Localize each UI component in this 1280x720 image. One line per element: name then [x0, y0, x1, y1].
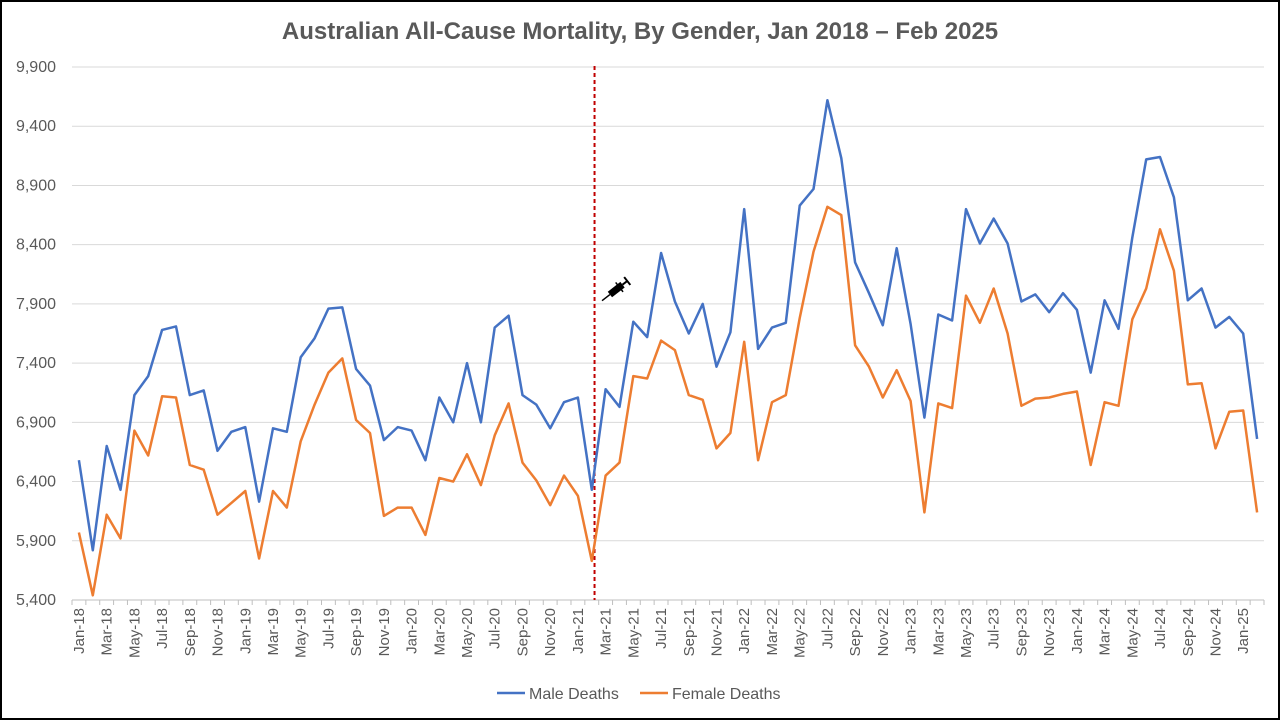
x-tick-label: Sep-21 — [681, 608, 698, 656]
gridlines — [72, 66, 1264, 542]
x-tick-label: May-18 — [126, 608, 143, 658]
x-tick-label: Mar-24 — [1097, 608, 1114, 656]
x-tick-label: Jan-25 — [1235, 608, 1252, 654]
x-tick-label: Jan-19 — [237, 608, 254, 654]
vaccine-rollout-marker — [593, 66, 632, 600]
female-deaths-line — [77, 205, 1259, 597]
x-tick-label: Mar-20 — [431, 608, 448, 656]
y-tick-label: 8,900 — [16, 177, 56, 194]
x-tick-label: May-20 — [459, 608, 476, 658]
x-tick-label: May-24 — [1124, 608, 1141, 658]
x-tick-label: Sep-19 — [348, 608, 365, 656]
x-tick-label: Nov-20 — [542, 608, 559, 656]
chart-title: Australian All-Cause Mortality, By Gende… — [282, 18, 998, 45]
x-tick-label: Jan-21 — [570, 608, 587, 654]
y-tick-label: 5,900 — [16, 533, 56, 550]
syringe-icon — [601, 276, 632, 302]
x-tick-label: Jul-24 — [1152, 608, 1169, 649]
male-deaths-line — [77, 98, 1259, 552]
x-tick-label: Mar-23 — [930, 608, 947, 656]
x-tick-label: Jul-23 — [986, 608, 1003, 649]
y-tick-label: 9,900 — [16, 59, 56, 76]
x-tick-label: Nov-18 — [210, 608, 227, 656]
x-tick-label: May-21 — [625, 608, 642, 658]
x-tick-label: Sep-22 — [847, 608, 864, 656]
x-tick-label: Jul-21 — [653, 608, 670, 649]
y-tick-label: 8,400 — [16, 237, 56, 254]
x-tick-label: Jul-19 — [320, 608, 337, 649]
y-axis-tick-labels: 5,400 5,900 6,400 6,900 7,400 7,900 8,400 8,900… — [16, 59, 56, 609]
x-tick-label: Nov-19 — [376, 608, 393, 656]
x-tick-label: Mar-19 — [265, 608, 282, 656]
x-tick-label: Sep-23 — [1013, 608, 1030, 656]
y-tick-label: 6,900 — [16, 414, 56, 431]
x-tick-label: Nov-24 — [1207, 608, 1224, 656]
x-tick-label: Nov-21 — [709, 608, 726, 656]
x-tick-label: May-19 — [293, 608, 310, 658]
x-tick-label: May-22 — [792, 608, 809, 658]
x-tick-label: Mar-18 — [99, 608, 116, 656]
x-tick-label: Jul-20 — [487, 608, 504, 649]
y-tick-label: 7,400 — [16, 355, 56, 372]
x-tick-label: Jan-23 — [903, 608, 920, 654]
y-tick-label: 9,400 — [16, 118, 56, 135]
female-deaths-legend-label: Female Deaths — [672, 686, 781, 703]
x-tick-label: Sep-20 — [514, 608, 531, 656]
x-tick-label: Nov-22 — [875, 608, 892, 656]
x-tick-label: Sep-18 — [182, 608, 199, 656]
x-tick-label: Jan-24 — [1069, 608, 1086, 654]
series-lines — [77, 98, 1259, 597]
male-deaths-legend-label: Male Deaths — [529, 686, 619, 703]
x-tick-label: Jul-18 — [154, 608, 171, 649]
y-tick-label: 5,400 — [16, 592, 56, 609]
x-tick-label: Sep-24 — [1180, 608, 1197, 656]
x-axis — [71, 599, 1265, 605]
x-tick-label: Mar-21 — [598, 608, 615, 656]
x-tick-label: May-23 — [958, 608, 975, 658]
x-tick-label: Jan-20 — [404, 608, 421, 654]
x-tick-label: Jan-18 — [71, 608, 88, 654]
x-tick-label: Jan-22 — [736, 608, 753, 654]
x-tick-label: Nov-23 — [1041, 608, 1058, 656]
legend: Male Deaths Female Deaths — [497, 686, 781, 703]
x-tick-label: Jul-22 — [819, 608, 836, 649]
y-tick-label: 7,900 — [16, 296, 56, 313]
x-axis-tick-labels: Jan-18 Mar-18 May-18 Jul-18 Sep-18 Nov-18 Jan-… — [71, 608, 1252, 658]
y-tick-label: 6,400 — [16, 474, 56, 491]
x-tick-label: Mar-22 — [764, 608, 781, 656]
